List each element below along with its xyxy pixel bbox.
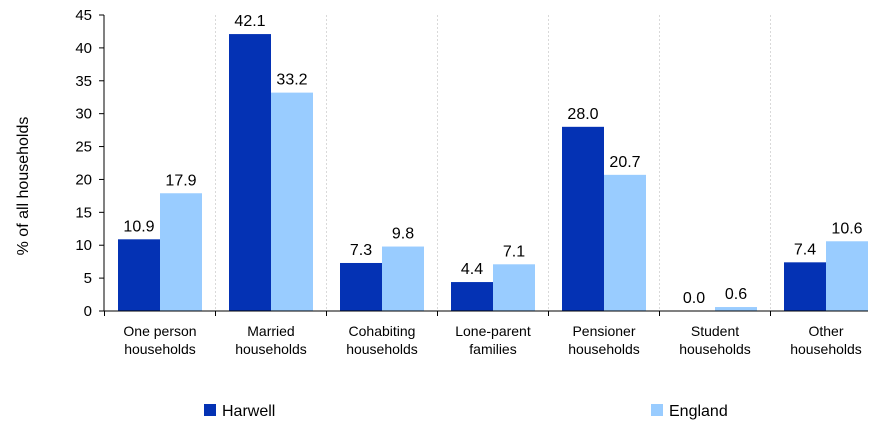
y-axis-title: % of all households: [15, 117, 32, 256]
bar-england-3: [493, 264, 535, 311]
x-category-label: Married: [247, 323, 294, 339]
bar-england-2: [382, 246, 424, 311]
bar-england-1: [271, 92, 313, 312]
x-category-label: households: [235, 341, 307, 357]
x-category-label: Lone-parent: [455, 323, 531, 339]
y-tick-label: 5: [84, 270, 92, 287]
x-category-label: Student: [691, 323, 739, 339]
data-label: 7.1: [503, 243, 525, 260]
y-ticks: 0 5 10 15 20 25 30 35 40 45: [75, 7, 104, 320]
y-tick-label: 20: [75, 171, 92, 188]
x-category-label: households: [124, 341, 196, 357]
y-tick-label: 45: [75, 7, 92, 24]
y-tick-label: 0: [84, 303, 92, 320]
legend: Harwell England: [204, 403, 728, 420]
data-label: 10.9: [123, 218, 154, 235]
data-label: 17.9: [165, 172, 196, 189]
data-label: 9.8: [392, 226, 414, 243]
gridlines: [215, 15, 771, 311]
y-tick-label: 10: [75, 237, 92, 254]
data-label: 42.1: [234, 13, 265, 30]
legend-swatch-england: [651, 404, 663, 416]
legend-label-harwell: Harwell: [222, 403, 275, 420]
data-label: 0.6: [725, 286, 747, 303]
y-tick-label: 35: [75, 73, 92, 90]
bars: [118, 34, 868, 312]
data-label: 7.3: [350, 242, 372, 259]
data-label: 33.2: [276, 72, 307, 89]
y-tick-label: 15: [75, 204, 92, 221]
data-label: 28.0: [567, 106, 598, 123]
data-label: 7.4: [794, 241, 816, 258]
data-label: 10.6: [831, 220, 862, 237]
legend-swatch-harwell: [204, 404, 216, 416]
axes: [103, 15, 868, 316]
x-category-label: Pensioner: [572, 323, 635, 339]
data-labels: 10.9 42.1 7.3 4.4 28.0 0.0 7.4 17.9 33.2 9.8 7.1 20…: [123, 13, 862, 307]
bar-england-5: [715, 307, 757, 311]
data-label: 4.4: [461, 261, 483, 278]
x-category-label: households: [568, 341, 640, 357]
bar-harwell-0: [118, 239, 160, 311]
bar-harwell-1: [229, 34, 271, 311]
x-category-label: households: [346, 341, 418, 357]
bar-harwell-2: [340, 262, 382, 311]
x-category-label: Cohabiting: [349, 323, 416, 339]
x-category-label: Other: [808, 323, 843, 339]
bar-england-0: [160, 193, 202, 311]
bar-england-6: [826, 241, 868, 311]
x-category-label: families: [469, 341, 516, 357]
x-category-label: households: [679, 341, 751, 357]
x-category-label: One person: [123, 323, 196, 339]
y-tick-label: 30: [75, 106, 92, 123]
x-category-labels: One person households Married households Coh…: [123, 323, 861, 357]
data-label: 20.7: [609, 154, 640, 171]
data-label: 0.0: [683, 290, 705, 307]
y-tick-label: 25: [75, 139, 92, 156]
x-category-label: households: [790, 341, 862, 357]
bar-england-4: [604, 174, 646, 311]
bar-harwell-6: [784, 262, 826, 311]
legend-label-england: England: [669, 403, 728, 420]
bar-harwell-3: [451, 282, 493, 311]
bar-harwell-4: [562, 126, 604, 311]
y-tick-label: 40: [75, 40, 92, 57]
